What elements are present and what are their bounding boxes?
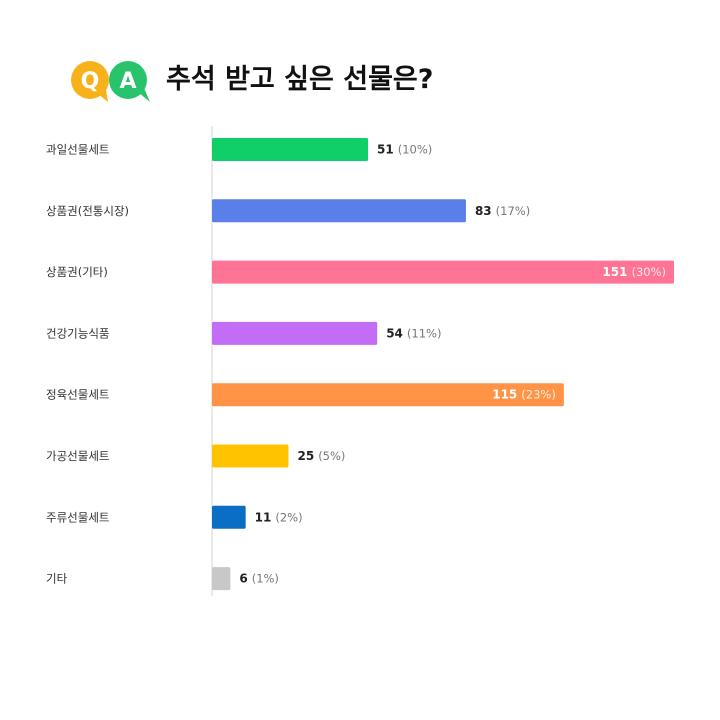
data-label: 25 (5%) — [297, 449, 345, 463]
bar — [212, 567, 231, 591]
chart-title: 추석 받고 싶은 선물은? — [166, 64, 434, 95]
category-label: 건강기능식품 — [46, 326, 109, 340]
data-label: 54 (11%) — [386, 326, 441, 340]
data-label: 115 (23%) — [492, 388, 556, 402]
bar — [212, 383, 564, 407]
bar — [212, 260, 674, 284]
category-label: 가공선물세트 — [46, 449, 109, 463]
bar — [212, 321, 378, 345]
bar — [212, 199, 466, 223]
category-label: 상품권(전통시장) — [46, 204, 129, 218]
data-label: 151 (30%) — [602, 265, 666, 279]
category-label: 과일선물세트 — [46, 143, 109, 157]
bar — [212, 444, 289, 468]
bar — [212, 138, 369, 161]
data-label: 51 (10%) — [377, 143, 432, 157]
qa-logo-icon: Q A — [71, 61, 150, 102]
category-label: 주류선물세트 — [46, 510, 109, 524]
logo-q-bubble — [71, 61, 109, 99]
category-label: 기타 — [46, 572, 68, 586]
category-label: 상품권(기타) — [46, 265, 108, 279]
logo-a-letter: A — [119, 69, 136, 94]
category-label: 정육선물세트 — [46, 388, 109, 402]
logo-q-letter: Q — [81, 69, 100, 94]
logo-a-bubble — [109, 61, 147, 99]
data-label: 6 (1%) — [239, 572, 279, 586]
bar — [212, 505, 246, 529]
data-label: 11 (2%) — [255, 510, 303, 524]
data-label: 83 (17%) — [475, 204, 530, 218]
